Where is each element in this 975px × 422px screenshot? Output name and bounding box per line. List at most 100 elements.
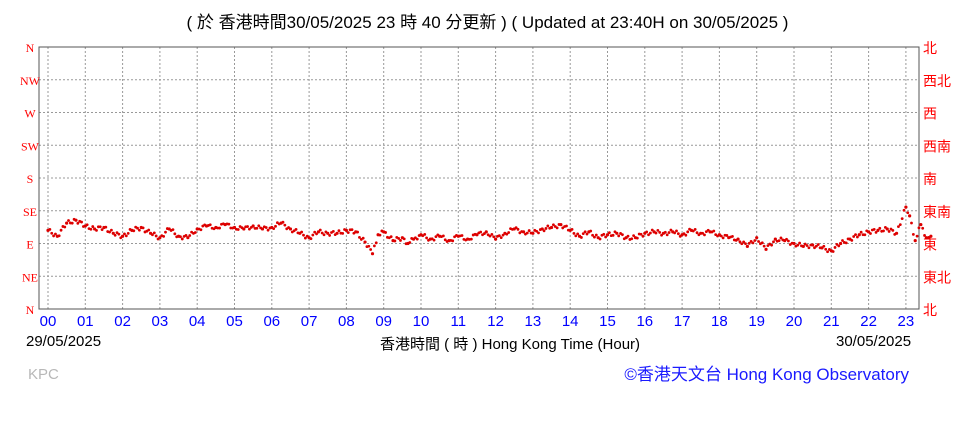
x-tick-label: 23 xyxy=(898,313,915,330)
data-point xyxy=(126,231,130,235)
data-point xyxy=(742,240,746,244)
data-point xyxy=(475,233,479,237)
x-tick-label: 14 xyxy=(562,313,579,330)
x-axis: 00 01 02 03 04 05 06 07 08 09 10 11 12 13 14 15 16 17 18 19… xyxy=(40,313,915,330)
x-tick-label: 15 xyxy=(599,313,616,330)
data-point xyxy=(917,226,921,230)
data-point xyxy=(423,232,427,236)
x-tick-label: 12 xyxy=(487,313,504,330)
data-point xyxy=(63,225,67,229)
y-tick-label-left: N xyxy=(26,41,35,55)
data-point xyxy=(59,228,63,232)
data-point xyxy=(579,236,583,239)
data-point xyxy=(747,241,751,245)
data-point xyxy=(607,231,611,235)
data-point xyxy=(894,231,899,235)
data-point xyxy=(208,223,212,227)
data-point xyxy=(900,217,904,221)
data-point xyxy=(248,227,251,231)
data-point xyxy=(67,219,70,222)
data-point xyxy=(583,230,587,234)
data-point xyxy=(425,236,428,240)
data-point xyxy=(544,227,548,230)
y-tick-label-left: E xyxy=(26,238,33,252)
data-point xyxy=(484,230,488,234)
data-point xyxy=(432,238,436,242)
data-point xyxy=(255,226,259,230)
data-point xyxy=(552,223,555,227)
data-point xyxy=(294,227,298,231)
data-point xyxy=(604,235,608,239)
data-point xyxy=(744,242,747,246)
data-point xyxy=(852,235,856,238)
data-point xyxy=(76,221,80,225)
observatory-credit[interactable]: ©香港天文台 Hong Kong Observatory xyxy=(624,365,909,384)
x-tick-label: 11 xyxy=(451,313,467,330)
data-point xyxy=(537,231,540,235)
grid xyxy=(39,47,919,309)
y-tick-label-left: SW xyxy=(21,139,40,153)
data-point xyxy=(443,238,447,242)
data-point xyxy=(57,234,61,238)
data-point xyxy=(594,233,598,237)
data-point xyxy=(389,235,393,239)
data-point xyxy=(154,234,158,238)
data-point xyxy=(844,241,848,245)
data-point xyxy=(872,227,876,231)
data-point xyxy=(527,229,531,232)
data-point xyxy=(369,248,373,251)
data-point xyxy=(171,228,175,232)
data-point xyxy=(850,238,854,242)
data-point xyxy=(691,229,695,233)
data-point xyxy=(721,236,725,240)
data-point xyxy=(658,230,662,234)
data-point xyxy=(915,234,919,238)
data-point xyxy=(641,234,645,238)
data-point xyxy=(95,228,98,232)
data-point xyxy=(110,228,113,232)
data-point xyxy=(785,237,788,241)
data-point xyxy=(874,230,878,234)
chart-title: ( 於 香港時間30/05/2025 23 時 40 分更新 ) ( Updat… xyxy=(186,13,789,32)
x-axis-label: 香港時間 ( 時 ) Hong Kong Time (Hour) xyxy=(379,336,641,353)
data-point xyxy=(313,230,317,234)
data-point xyxy=(311,233,315,237)
data-point xyxy=(695,231,699,235)
y-tick-label-left: N xyxy=(26,303,35,317)
data-point xyxy=(490,232,494,236)
data-point xyxy=(162,234,166,238)
data-point xyxy=(753,239,757,242)
data-point xyxy=(521,230,526,234)
data-point xyxy=(911,232,915,236)
data-point xyxy=(766,244,770,248)
data-point xyxy=(814,244,818,248)
end-date: 30/05/2025 xyxy=(836,333,912,350)
x-tick-label: 13 xyxy=(525,313,542,330)
data-point xyxy=(516,227,520,231)
data-point xyxy=(85,223,89,227)
data-point xyxy=(158,236,162,240)
x-tick-label: 00 xyxy=(40,313,57,330)
data-point xyxy=(117,232,121,236)
data-point xyxy=(593,235,596,239)
data-point xyxy=(65,221,69,225)
data-point xyxy=(897,225,900,228)
data-point xyxy=(647,233,650,237)
x-tick-label: 21 xyxy=(823,313,840,330)
data-point xyxy=(492,235,496,239)
y-tick-label-right: 東北 xyxy=(923,270,951,286)
data-point xyxy=(650,228,654,232)
x-tick-label: 09 xyxy=(375,313,392,330)
data-point xyxy=(499,236,503,240)
data-point xyxy=(684,233,688,237)
data-point xyxy=(309,237,313,241)
data-point xyxy=(113,233,117,237)
data-point xyxy=(621,233,624,237)
data-point xyxy=(559,222,563,227)
data-point xyxy=(132,229,136,233)
data-point xyxy=(591,233,594,237)
data-point xyxy=(124,234,128,238)
data-point xyxy=(393,239,397,243)
data-point xyxy=(598,237,602,241)
data-point xyxy=(811,243,815,247)
